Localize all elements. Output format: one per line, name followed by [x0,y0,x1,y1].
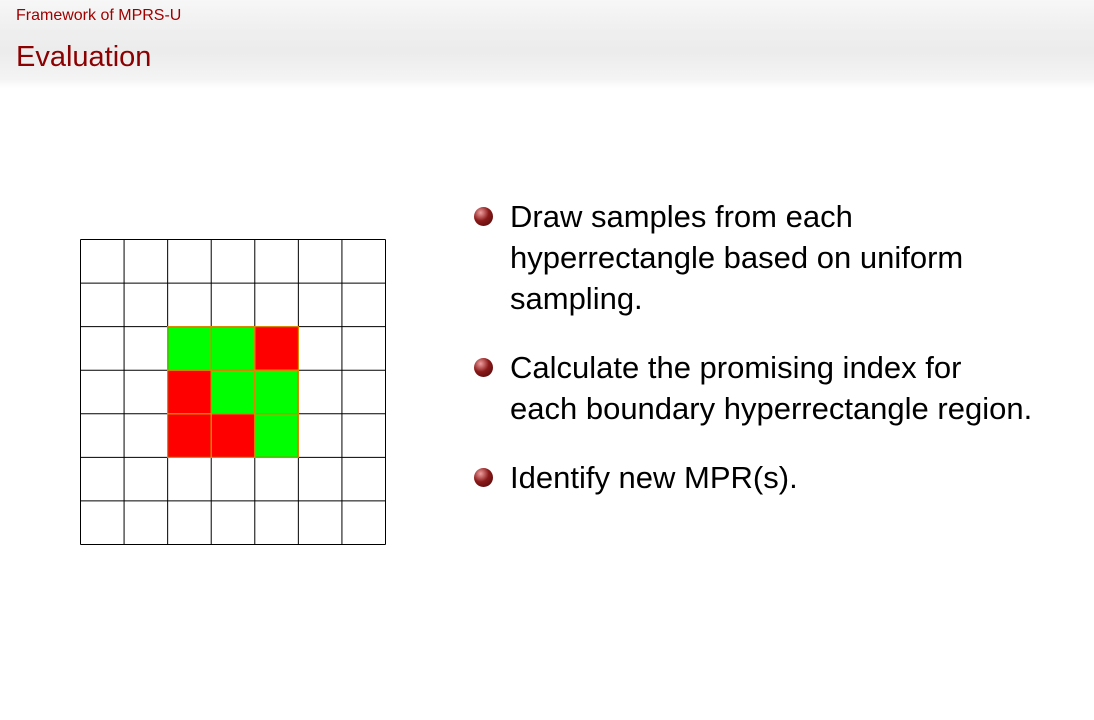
grid-cell-border [254,413,299,458]
grid-cell-green [254,413,299,458]
bullet-ball-icon [474,207,493,226]
bullet-ball-icon [474,468,493,487]
grid-cell-red [167,370,212,414]
section-title[interactable]: Framework of MPRS-U [16,7,182,24]
bullet-text: Draw samples from each hyperrectangle ba… [510,199,964,316]
grid-highlight [167,326,299,458]
bullet-list: Draw samples from each hyperrectangle ba… [474,196,1034,526]
frame-title: Evaluation [16,41,152,73]
bullet-ball-icon [474,358,493,377]
grid-cell-green [211,326,255,371]
grid-cell-green [167,326,212,371]
header-top-band [0,0,1094,30]
grid-cells [80,239,386,545]
grid-cell-red [211,413,255,458]
grid-figure [80,239,386,545]
grid-cell-green [254,370,299,414]
grid-cell-red [167,413,212,458]
bullet-item: Calculate the promising index for each b… [474,347,1034,429]
bullet-item: Draw samples from each hyperrectangle ba… [474,196,1034,319]
bullet-text: Calculate the promising index for each b… [510,350,1033,426]
grid-cell-green [211,370,255,414]
bullet-item: Identify new MPR(s). [474,457,1034,498]
header-bar: Framework of MPRS-U Evaluation [0,0,1094,88]
bullet-text: Identify new MPR(s). [510,460,798,495]
grid-cell-red [254,326,299,371]
